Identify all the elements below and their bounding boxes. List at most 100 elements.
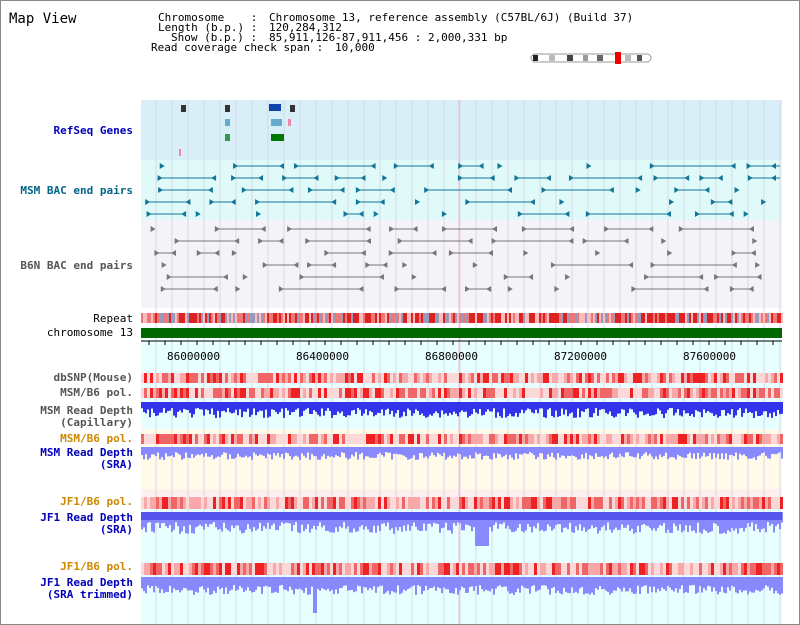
jf1-pol-cell: [495, 497, 498, 509]
jf1-trimmed-depth-bar: [301, 577, 303, 591]
msm-capillary-depth-bar: [259, 402, 261, 411]
msm-pol2-cell: [528, 434, 531, 444]
msm-capillary-depth-bar: [571, 402, 573, 413]
jf1-trimmed-depth-bar: [367, 577, 369, 591]
msm-sra-depth-bar: [595, 447, 597, 454]
jf1-sra-depth-bar: [257, 512, 259, 529]
msm-pol-cell: [600, 388, 603, 398]
jf1-pol-cell: [552, 497, 555, 509]
jf1-trimmed-depth-bar: [681, 577, 683, 586]
track-label-jf1-b6-pol[interactable]: JF1/B6 pol.: [60, 495, 133, 508]
jf1-pol-cell: [765, 497, 768, 509]
b6n-bac-pair-end: [231, 250, 237, 256]
msm-capillary-depth-bar: [403, 402, 405, 412]
jf1-pol-cell: [225, 497, 228, 509]
repeat-segment: [487, 313, 489, 323]
jf1-trimmed-depth-bar: [493, 577, 495, 595]
msm-sra-depth-bar: [683, 447, 685, 458]
track-label-refseq[interactable]: RefSeq Genes: [53, 124, 133, 137]
msm-capillary-depth-bar: [693, 402, 695, 417]
msm-sra-depth-bar: [441, 447, 443, 457]
msm-pol2-cell: [549, 434, 552, 444]
msm-pol2-cell: [489, 434, 492, 444]
msm-capillary-depth-bar: [151, 402, 153, 409]
jf1-sra-depth-bar: [219, 512, 221, 529]
jf1-trimmed-depth-bar: [611, 577, 613, 593]
msm-capillary-depth-bar: [485, 402, 487, 412]
msm-sra-depth-bar: [183, 447, 185, 459]
msm-capillary-depth-bar: [635, 402, 637, 415]
msm-pol-cell: [558, 388, 561, 398]
jf1-pol2-cell: [225, 563, 228, 575]
msm-pol2-cell: [252, 434, 255, 444]
msm-pol-cell: [531, 388, 534, 398]
ideogram-band: [549, 55, 555, 61]
track-label-jf1-depth-sra[interactable]: JF1 Read Depth: [40, 511, 133, 524]
msm-pol-cell: [588, 388, 591, 398]
track-label-msm-b6-pol-2[interactable]: MSM/B6 pol.: [60, 432, 133, 445]
jf1-sra-depth-bar: [631, 512, 633, 529]
gene-feature: [225, 105, 230, 112]
jf1-pol-cell: [498, 497, 501, 509]
jf1-trimmed-depth-bar: [583, 577, 585, 595]
repeat-segment: [615, 313, 617, 323]
msm-bac-pair-end: [334, 175, 340, 181]
msm-capillary-depth-bar: [583, 402, 585, 412]
msm-capillary-depth-bar: [625, 402, 627, 417]
msm-capillary-depth-bar: [157, 402, 159, 416]
b6n-bac-pair-end: [442, 226, 448, 232]
msm-pol-cell: [231, 388, 234, 398]
msm-sra-depth-bar: [305, 447, 307, 458]
jf1-pol-cell: [216, 497, 219, 509]
track-label-msm-bac[interactable]: MSM BAC end pairs: [20, 184, 133, 197]
b6n-bac-pair-end: [412, 226, 418, 232]
jf1-trimmed-depth-bar: [465, 577, 467, 594]
b6n-bac-pair-end: [752, 238, 758, 244]
dbsnp-cell: [648, 373, 651, 383]
track-label-msm-depth-capillary[interactable]: MSM Read Depth: [40, 404, 133, 417]
dbsnp-cell: [468, 373, 471, 383]
dbsnp-cell: [348, 373, 351, 383]
msm-bac-pair-end: [608, 187, 614, 193]
jf1-pol2-cell: [381, 563, 384, 575]
track-label-b6n-bac[interactable]: B6N BAC end pairs: [20, 259, 133, 272]
track-label-dbsnp[interactable]: dbSNP(Mouse): [53, 371, 133, 384]
msm-sra-depth-bar: [227, 447, 229, 460]
msm-sra-depth-bar: [313, 447, 315, 457]
jf1-trimmed-depth-bar: [415, 577, 417, 595]
jf1-pol-cell: [591, 497, 594, 509]
jf1-pol2-cell: [327, 563, 330, 575]
jf1-sra-depth-bar: [671, 512, 673, 534]
msm-bac-pair-end: [230, 199, 236, 205]
dbsnp-cell: [606, 373, 609, 383]
jf1-pol2-cell: [267, 563, 270, 575]
msm-pol2-cell: [630, 434, 633, 444]
jf1-trimmed-depth-bar: [699, 577, 701, 587]
track-label-chromosome: chromosome 13: [46, 326, 133, 339]
repeat-segment: [437, 313, 439, 323]
b6n-bac-pair-end: [287, 226, 293, 232]
msm-capillary-depth-bar: [163, 402, 165, 409]
repeat-segment: [275, 313, 277, 323]
msm-capillary-depth-bar: [309, 402, 311, 414]
dbsnp-cell: [681, 373, 684, 383]
jf1-pol-cell: [468, 497, 471, 509]
jf1-pol2-cell: [567, 563, 570, 575]
jf1-pol2-cell: [678, 563, 681, 575]
track-label-msm-b6-pol[interactable]: MSM/B6 pol.: [60, 386, 133, 399]
msm-pol-cell: [711, 388, 714, 398]
msm-pol-cell: [660, 388, 663, 398]
jf1-trimmed-depth-bar: [737, 577, 739, 594]
msm-pol-cell: [480, 388, 483, 398]
jf1-sra-depth-bar: [593, 512, 595, 529]
dbsnp-cell: [477, 373, 480, 383]
track-label-msm-depth-sra[interactable]: MSM Read Depth: [40, 446, 133, 459]
msm-sra-depth-bar: [357, 447, 359, 460]
dbsnp-cell: [504, 373, 507, 383]
msm-sra-depth-bar: [335, 447, 337, 456]
track-label-jf1-b6-pol-2[interactable]: JF1/B6 pol.: [60, 560, 133, 573]
msm-pol2-cell: [669, 434, 672, 444]
msm-pol2-cell: [303, 434, 306, 444]
jf1-sra-depth-bar: [613, 512, 615, 530]
track-label-jf1-depth-trimmed[interactable]: JF1 Read Depth: [40, 576, 133, 589]
